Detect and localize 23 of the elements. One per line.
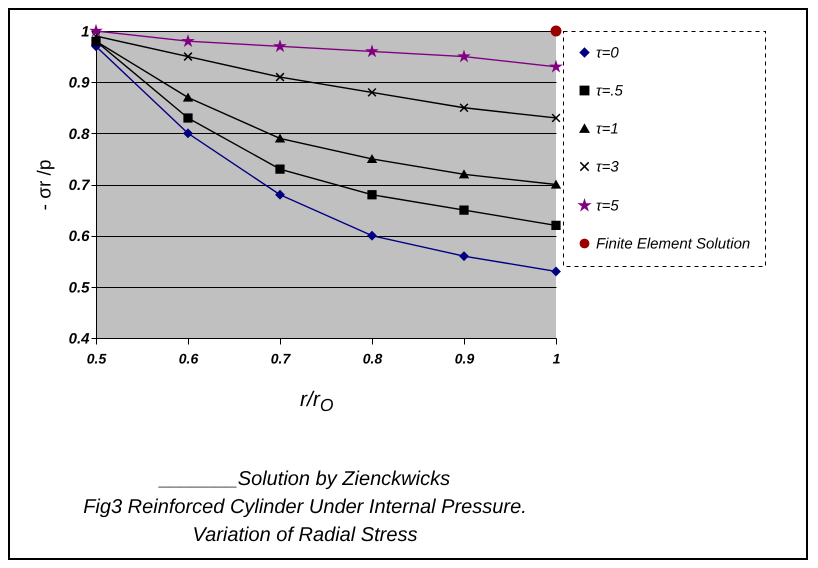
x-tick-label: 0.9 xyxy=(454,350,474,366)
legend-label: τ=1 xyxy=(596,120,619,138)
x-axis-title: r/r$_{O}$ xyxy=(300,388,334,416)
y-tick-label: 0.6 xyxy=(68,228,90,246)
y-axis-title: - σr /p xyxy=(34,160,56,210)
legend-label: τ=.5 xyxy=(596,82,624,100)
y-tick-label: 0.9 xyxy=(68,74,90,92)
legend-label: Finite Element Solution xyxy=(596,236,750,252)
x-tick-label: 1 xyxy=(552,350,561,366)
y-tick-label: 0.4 xyxy=(68,330,90,348)
legend-label: τ=3 xyxy=(596,158,620,176)
text: _______Solution by Zienckwicks xyxy=(157,467,452,492)
y-tick-label: 0.8 xyxy=(68,126,90,143)
legend-label: τ=0 xyxy=(596,44,620,62)
y-tick-label: 0.7 xyxy=(68,177,90,194)
x-tick-label: 0.5 xyxy=(86,350,106,366)
x-tick-label: 0.6 xyxy=(178,350,198,366)
y-tick-label: 1 xyxy=(81,24,90,40)
legend-label: τ=5 xyxy=(596,198,620,214)
x-tick-label: 0.7 xyxy=(270,350,292,366)
y-tick-label: 0.5 xyxy=(68,279,90,296)
x-tick-label: 0.8 xyxy=(362,350,382,366)
caption: Fig3 Reinforced Cylinder Under Internal Pressure. Variation of Radial Stress xyxy=(82,495,528,548)
